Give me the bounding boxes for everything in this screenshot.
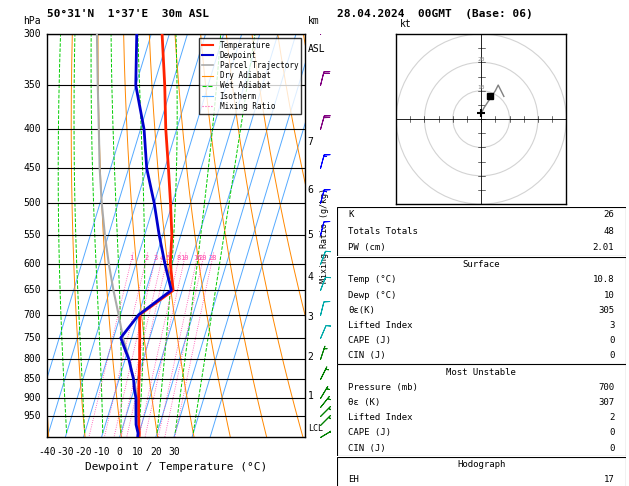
Text: Dewpoint / Temperature (°C): Dewpoint / Temperature (°C): [85, 462, 267, 471]
Text: 20: 20: [477, 57, 485, 62]
Text: 600: 600: [23, 259, 41, 269]
Text: 2: 2: [144, 255, 148, 261]
Text: LCL: LCL: [308, 424, 323, 433]
Text: 20: 20: [150, 448, 162, 457]
Text: kt: kt: [399, 19, 411, 29]
Text: 450: 450: [23, 163, 41, 174]
Text: 300: 300: [23, 29, 41, 39]
Text: 900: 900: [23, 393, 41, 403]
Text: 0: 0: [116, 448, 123, 457]
Text: 26: 26: [604, 210, 615, 219]
Text: ASL: ASL: [308, 44, 325, 54]
Text: 307: 307: [598, 398, 615, 407]
Text: 0: 0: [609, 444, 615, 452]
Text: 2.01: 2.01: [593, 243, 615, 252]
Text: 6: 6: [308, 185, 313, 195]
Text: Pressure (mb): Pressure (mb): [348, 383, 418, 392]
Text: Temp (°C): Temp (°C): [348, 276, 396, 284]
Text: CAPE (J): CAPE (J): [348, 336, 391, 345]
Text: 950: 950: [23, 411, 41, 421]
Text: 400: 400: [23, 124, 41, 135]
Text: 700: 700: [598, 383, 615, 392]
Text: Dewp (°C): Dewp (°C): [348, 291, 396, 299]
Text: K: K: [348, 210, 353, 219]
Text: km: km: [308, 16, 320, 26]
Legend: Temperature, Dewpoint, Parcel Trajectory, Dry Adiabat, Wet Adiabat, Isotherm, Mi: Temperature, Dewpoint, Parcel Trajectory…: [199, 38, 301, 114]
Text: 850: 850: [23, 374, 41, 384]
Text: 16: 16: [193, 255, 201, 261]
Text: 3: 3: [308, 312, 313, 322]
Text: θε (K): θε (K): [348, 398, 381, 407]
Text: 750: 750: [23, 333, 41, 343]
Text: θε(K): θε(K): [348, 306, 375, 315]
Text: -30: -30: [57, 448, 74, 457]
Text: 10: 10: [477, 86, 485, 90]
Text: 650: 650: [23, 285, 41, 295]
Text: 5: 5: [308, 230, 313, 240]
Text: CIN (J): CIN (J): [348, 444, 386, 452]
Text: CAPE (J): CAPE (J): [348, 428, 391, 437]
Text: 5: 5: [165, 255, 170, 261]
Text: 2: 2: [609, 413, 615, 422]
Text: 1: 1: [130, 255, 134, 261]
Text: 28: 28: [208, 255, 217, 261]
Text: 305: 305: [598, 306, 615, 315]
Text: 4: 4: [308, 272, 313, 282]
Text: Mixing Ratio (g/kg): Mixing Ratio (g/kg): [320, 188, 329, 283]
Text: Surface: Surface: [462, 260, 500, 269]
Text: 0: 0: [609, 351, 615, 361]
Text: PW (cm): PW (cm): [348, 243, 386, 252]
Text: 500: 500: [23, 198, 41, 208]
Text: 8: 8: [177, 255, 181, 261]
Text: 550: 550: [23, 230, 41, 240]
Text: -20: -20: [75, 448, 92, 457]
Text: 3: 3: [609, 321, 615, 330]
Text: 350: 350: [23, 80, 41, 90]
Text: 10.8: 10.8: [593, 276, 615, 284]
Text: 48: 48: [604, 227, 615, 236]
Text: 0: 0: [609, 336, 615, 345]
Text: Lifted Index: Lifted Index: [348, 413, 413, 422]
Text: Lifted Index: Lifted Index: [348, 321, 413, 330]
Text: Totals Totals: Totals Totals: [348, 227, 418, 236]
Text: 0: 0: [609, 428, 615, 437]
Text: 17: 17: [604, 475, 615, 484]
Text: CIN (J): CIN (J): [348, 351, 386, 361]
Text: 2: 2: [308, 352, 313, 362]
Text: -10: -10: [92, 448, 110, 457]
Text: 20: 20: [199, 255, 208, 261]
Text: 700: 700: [23, 310, 41, 320]
Text: Hodograph: Hodograph: [457, 460, 505, 469]
Text: 800: 800: [23, 354, 41, 364]
Text: 1: 1: [308, 391, 313, 401]
Text: 30: 30: [168, 448, 180, 457]
Text: 3: 3: [153, 255, 158, 261]
Text: hPa: hPa: [23, 16, 41, 26]
Text: Most Unstable: Most Unstable: [446, 367, 516, 377]
Text: -40: -40: [38, 448, 56, 457]
Text: 50°31'N  1°37'E  30m ASL: 50°31'N 1°37'E 30m ASL: [47, 9, 209, 19]
Text: 28.04.2024  00GMT  (Base: 06): 28.04.2024 00GMT (Base: 06): [337, 9, 532, 19]
Text: 4: 4: [160, 255, 164, 261]
Text: 7: 7: [308, 137, 313, 147]
Text: EH: EH: [348, 475, 359, 484]
Text: 10: 10: [604, 291, 615, 299]
Text: 10: 10: [132, 448, 143, 457]
Text: 10: 10: [181, 255, 189, 261]
